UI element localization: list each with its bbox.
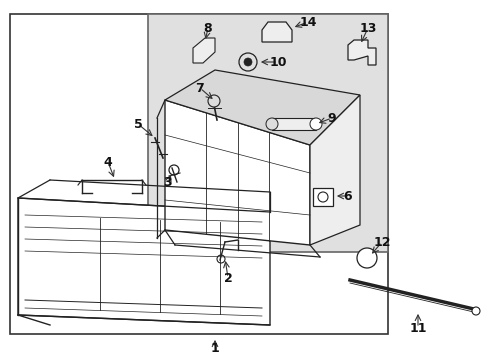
Text: 9: 9 bbox=[327, 112, 336, 125]
Circle shape bbox=[471, 307, 479, 315]
Circle shape bbox=[207, 95, 220, 107]
Bar bbox=[148, 14, 387, 252]
Polygon shape bbox=[164, 70, 359, 145]
Polygon shape bbox=[164, 100, 309, 245]
Text: 11: 11 bbox=[408, 321, 426, 334]
Polygon shape bbox=[262, 22, 291, 42]
Text: 13: 13 bbox=[359, 22, 376, 35]
Text: 10: 10 bbox=[269, 55, 286, 68]
Polygon shape bbox=[193, 38, 215, 63]
Text: 3: 3 bbox=[163, 176, 172, 189]
Bar bbox=[10, 14, 387, 334]
Bar bbox=[271, 118, 315, 130]
Circle shape bbox=[244, 58, 251, 66]
Text: 5: 5 bbox=[133, 117, 142, 131]
Circle shape bbox=[239, 53, 257, 71]
Text: 1: 1 bbox=[210, 342, 219, 355]
Text: 8: 8 bbox=[203, 22, 212, 35]
Text: 6: 6 bbox=[343, 189, 351, 202]
Polygon shape bbox=[347, 40, 375, 65]
Bar bbox=[312, 188, 332, 206]
Circle shape bbox=[265, 118, 278, 130]
Text: 4: 4 bbox=[103, 156, 112, 168]
Text: 7: 7 bbox=[195, 81, 204, 95]
Polygon shape bbox=[309, 95, 359, 245]
Text: 12: 12 bbox=[372, 235, 390, 248]
Circle shape bbox=[309, 118, 321, 130]
Circle shape bbox=[356, 248, 376, 268]
Text: 2: 2 bbox=[223, 271, 232, 284]
Polygon shape bbox=[18, 198, 269, 325]
Text: 14: 14 bbox=[299, 15, 316, 28]
